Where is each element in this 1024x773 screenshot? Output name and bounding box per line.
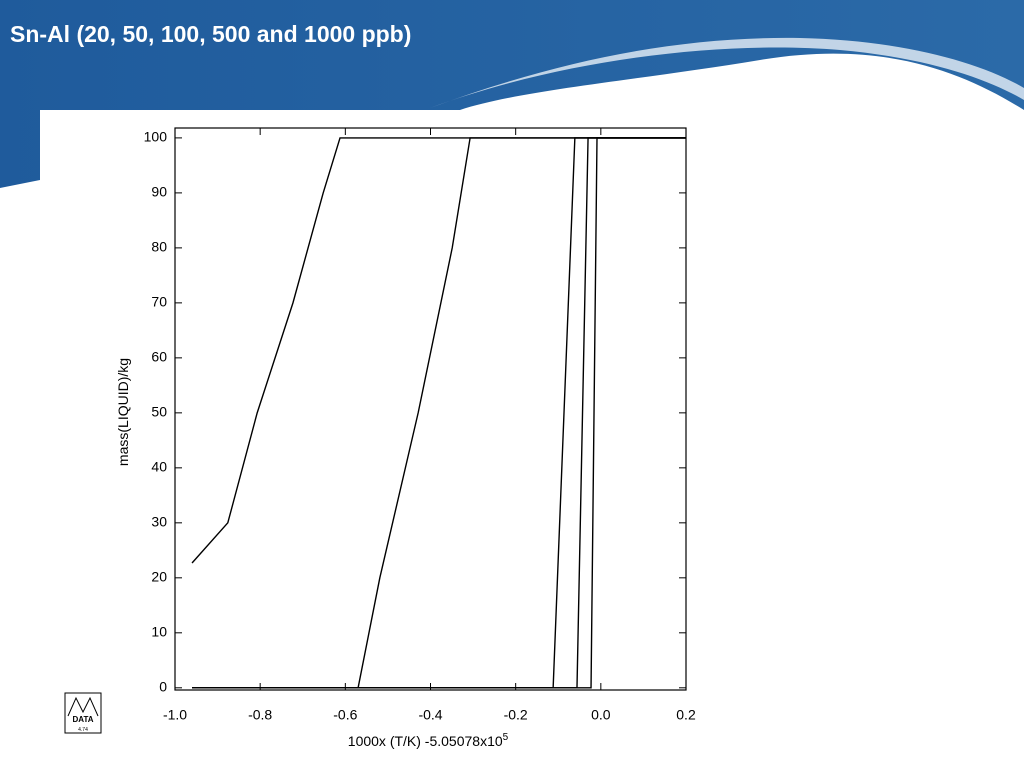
data-line	[192, 137, 686, 689]
y-tick-label: 90	[151, 184, 167, 200]
y-tick-label: 0	[159, 679, 167, 695]
x-tick-label: -0.4	[418, 707, 442, 723]
logo: DATA 4.74	[64, 692, 102, 734]
y-tick-label: 30	[151, 514, 167, 530]
slide-title: Sn-Al (20, 50, 100, 500 and 1000 ppb)	[10, 21, 411, 47]
logo-icon	[67, 696, 99, 717]
x-axis-label: 1000x (T/K) -5.05078x105	[348, 732, 509, 749]
x-tick-label: -0.2	[504, 707, 528, 723]
x-tick-label: 0.0	[591, 707, 611, 723]
x-axis-label-superscript: 5	[503, 732, 509, 743]
y-tick-label: 60	[151, 349, 167, 365]
x-tick-label: -0.8	[248, 707, 272, 723]
x-tick-label: 0.2	[676, 707, 696, 723]
y-tick-label: 80	[151, 239, 167, 255]
y-tick-label: 100	[144, 129, 168, 145]
x-tick-label: -1.0	[163, 707, 187, 723]
y-tick-label: 40	[151, 459, 167, 475]
logo-frame	[64, 692, 102, 734]
data-line	[191, 137, 686, 564]
logo-version: 4.74	[78, 727, 88, 733]
x-axis-label-main: 1000x (T/K) -5.05078x10	[348, 733, 503, 749]
logo-text: DATA	[72, 715, 93, 724]
y-tick-label: 10	[151, 624, 167, 640]
y-tick-label: 20	[151, 569, 167, 585]
y-axis-label: mass(LIQUID)/kg	[115, 358, 131, 466]
header-wave	[430, 37, 1024, 108]
x-tick-label: -0.6	[333, 707, 357, 723]
y-tick-label: 50	[151, 404, 167, 420]
y-tick-label: 70	[151, 294, 167, 310]
